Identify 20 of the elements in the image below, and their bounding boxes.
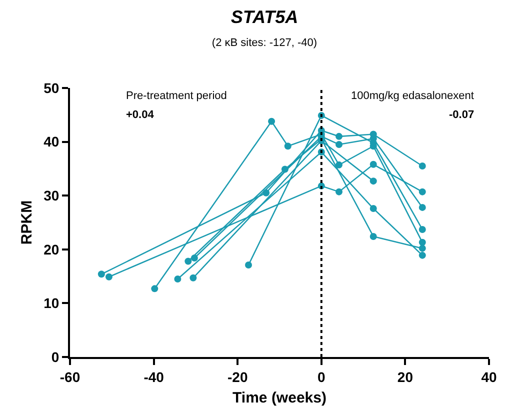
chart-subtitle: (2 κB sites: -127, -40)	[212, 37, 318, 50]
annotation: Pre-treatment period	[126, 90, 227, 102]
x-tick-label: 20	[397, 368, 414, 385]
x-axis-title: Time (weeks)	[232, 389, 326, 406]
x-tick-label: 0	[318, 368, 326, 385]
y-tick-label: 20	[44, 241, 60, 258]
annotation: 100mg/kg edasalonexent	[351, 90, 474, 102]
y-tick-label: 10	[44, 295, 60, 312]
y-tick-label: 40	[44, 134, 60, 150]
y-tick-label: 30	[44, 188, 60, 204]
annotation: -0.07	[449, 109, 474, 121]
chart-title: STAT5A	[230, 6, 298, 27]
y-axis-title: RPKM	[18, 200, 36, 245]
y-tick-label: 0	[51, 348, 60, 365]
x-tick-label: 40	[481, 368, 497, 385]
x-tick-label: -40	[144, 368, 164, 385]
x-tick-label: -60	[60, 368, 80, 385]
y-tick-label: 50	[44, 80, 60, 96]
x-tick-label: -20	[227, 368, 248, 385]
annotation: +0.04	[126, 109, 155, 121]
